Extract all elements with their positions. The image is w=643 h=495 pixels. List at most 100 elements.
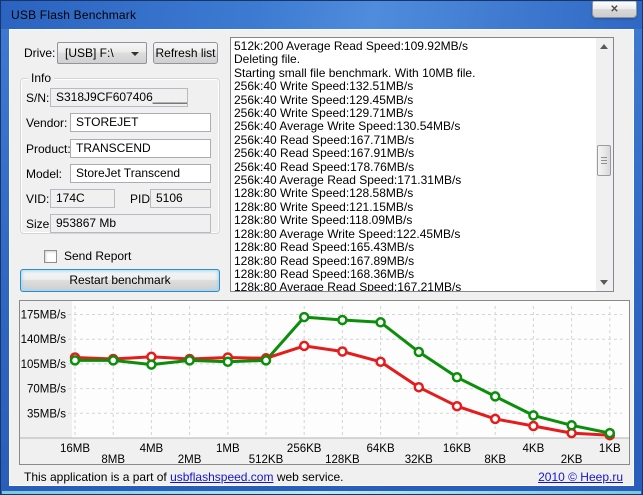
model-field[interactable]: StoreJet Transcend (70, 164, 211, 183)
scroll-up-arrow-icon (600, 44, 608, 49)
log-line: 256k:40 Average Write Speed:130.54MB/s (234, 119, 461, 134)
drive-label: Drive: (24, 46, 56, 60)
log-line: 128k:80 Read Speed:168.36MB/s (234, 266, 415, 281)
status-text: This application is a part of usbflashsp… (24, 470, 344, 484)
status-text-prefix: This application is a part of (24, 470, 171, 484)
refresh-list-button[interactable]: Refresh list (153, 42, 218, 64)
x-tick-label: 16MB (60, 443, 90, 455)
data-point-write-speed (298, 340, 310, 352)
x-tick-label: 4KB (523, 443, 545, 455)
data-point-write-speed (528, 420, 539, 432)
data-point-write-speed (337, 346, 348, 357)
data-point-read-speed (298, 311, 310, 323)
sn-label: S/N: (26, 91, 50, 105)
log-line: Deleting file. (234, 52, 301, 67)
x-tick-label: 8MB (101, 454, 125, 464)
window-title: USB Flash Benchmark (11, 8, 137, 22)
data-point-read-speed (146, 359, 157, 370)
data-point-read-speed (528, 410, 539, 421)
y-tick-label: 70MB/s (27, 384, 66, 396)
log-lines: 512k:200 Average Read Speed:109.92MB/s De… (234, 40, 594, 291)
log-line: 256k:40 Read Speed:178.76MB/s (234, 159, 415, 174)
log-line: Starting small file benchmark. With 10MB… (234, 65, 476, 80)
x-tick-label: 2KB (561, 454, 583, 464)
sn-field: S318J9CF607406______ (50, 88, 188, 107)
log-line: 128k:80 Read Speed:167.89MB/s (234, 253, 415, 268)
log-line: 128k:80 Write Speed:128.58MB/s (234, 186, 414, 201)
data-point-read-speed (489, 391, 501, 402)
data-point-read-speed (566, 420, 577, 431)
copyright-link[interactable]: 2010 © Heep.ru (538, 470, 623, 484)
status-text-suffix: web service. (273, 470, 344, 484)
scroll-down-button[interactable] (596, 275, 613, 291)
x-tick-label: 256KB (287, 443, 322, 455)
drive-select[interactable]: [USB] F:\ (57, 42, 147, 64)
send-report-label: Send Report (64, 249, 132, 263)
log-line: 256k:40 Read Speed:167.71MB/s (234, 132, 415, 147)
data-point-write-speed (413, 381, 425, 393)
log-line: 256k:40 Write Speed:129.71MB/s (234, 106, 414, 121)
product-label: Product: (26, 142, 71, 156)
data-point-read-speed (604, 427, 616, 439)
speed-chart: 35MB/s 70MB/s 105MB/s 140MB/s 175MB/s 16MB 8MB… (19, 300, 630, 465)
x-tick-label: 4MB (140, 443, 164, 455)
data-point-write-speed (375, 356, 386, 368)
data-point-write-speed (451, 400, 463, 412)
chevron-down-icon (131, 52, 139, 56)
x-tick-label: 128KB (325, 454, 360, 464)
y-tick-label: 35MB/s (27, 408, 66, 420)
y-tick-label: 105MB/s (21, 359, 67, 371)
pid-label: PID: (130, 192, 154, 206)
size-label: Size: (26, 217, 53, 231)
log-line: 256k:40 Average Read Speed:171.31MB/s (234, 173, 462, 188)
data-point-read-speed (413, 346, 425, 358)
data-point-read-speed (184, 355, 195, 366)
y-tick-label: 140MB/s (21, 334, 67, 346)
send-report-checkbox[interactable] (44, 250, 57, 263)
vid-field: 174C (50, 189, 115, 208)
log-line: 512k:200 Average Read Speed:109.92MB/s (234, 40, 468, 53)
data-point-read-speed (375, 317, 386, 328)
usbflashspeed-link[interactable]: usbflashspeed.com (170, 470, 274, 484)
x-tick-label: 1MB (216, 443, 240, 455)
x-tick-label: 64KB (367, 443, 395, 455)
vendor-label: Vendor: (26, 116, 68, 130)
log-line: 128k:80 Write Speed:118.09MB/s (234, 213, 413, 228)
data-point-write-speed (489, 413, 501, 425)
client-area: Drive: [USB] F:\ Refresh list Info S/N: … (9, 29, 634, 486)
data-point-read-speed (107, 355, 119, 366)
log-scrollbar[interactable] (596, 38, 613, 291)
x-tick-label: 32KB (405, 454, 433, 464)
x-tick-label: 8KB (484, 454, 506, 464)
data-point-read-speed (69, 355, 81, 366)
restart-benchmark-button[interactable]: Restart benchmark (20, 269, 220, 292)
log-line: 256k:40 Read Speed:167.91MB/s (234, 146, 415, 161)
log-line: 256k:40 Write Speed:129.45MB/s (234, 92, 414, 107)
log-line: 128k:80 Read Speed:165.43MB/s (234, 240, 415, 255)
log-line: 128k:80 Average Write Speed:122.45MB/s (234, 226, 461, 241)
vid-label: VID: (26, 192, 50, 206)
scroll-up-button[interactable] (596, 38, 613, 54)
data-point-read-speed (451, 372, 463, 383)
info-groupbox (20, 78, 220, 234)
info-group-label: Info (28, 71, 55, 85)
x-tick-label: 16KB (443, 443, 471, 455)
pid-field: 5106 (150, 189, 211, 208)
x-tick-label: 512KB (249, 454, 284, 464)
close-button[interactable]: ✕ (592, 1, 637, 18)
x-tick-label: 1KB (599, 443, 621, 455)
drive-selected-value: [USB] F:\ (65, 46, 114, 60)
model-label: Model: (26, 167, 63, 181)
title-bar[interactable]: USB Flash Benchmark ✕ (1, 1, 642, 29)
x-tick-label: 2MB (178, 454, 202, 464)
scroll-down-arrow-icon (600, 280, 608, 285)
vendor-field[interactable]: STOREJET (70, 113, 211, 132)
product-field[interactable]: TRANSCEND (70, 139, 211, 158)
size-field: 953867 Mb (50, 214, 211, 233)
log-line: 128k:80 Write Speed:121.15MB/s (234, 199, 414, 214)
scrollbar-thumb[interactable] (597, 145, 611, 176)
benchmark-log[interactable]: 512k:200 Average Read Speed:109.92MB/s De… (230, 37, 614, 292)
data-point-read-speed (222, 356, 234, 368)
log-line: 256k:40 Write Speed:132.51MB/s (234, 79, 414, 94)
